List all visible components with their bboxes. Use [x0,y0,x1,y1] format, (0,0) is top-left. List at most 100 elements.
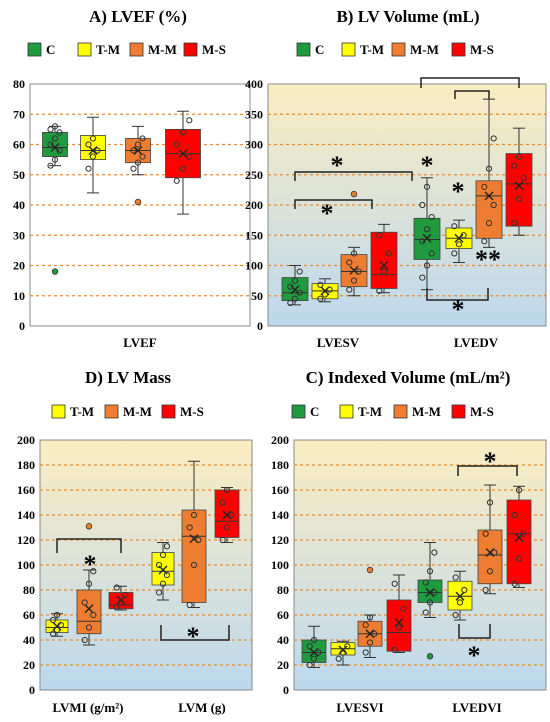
panel-b-significance-brackets [294,77,520,301]
y-tick-label: 50 [251,289,263,303]
box-m-m-lvmg [181,460,207,609]
box-iqr [475,180,503,239]
panel-c-boxes [301,484,532,669]
data-point [490,135,497,142]
mean-marker [425,588,435,597]
data-point [56,129,63,136]
box-m-m-lvmigm [76,523,102,646]
data-point [335,655,342,662]
box-m-s-lvedv [505,127,533,236]
box-iqr [42,131,68,157]
y-tick-label: 400 [245,77,263,91]
panel-b-boxes [281,98,533,307]
data-point [186,601,193,609]
y-tick-label: 350 [245,107,263,121]
y-tick-label: 50 [13,168,25,182]
data-point [366,614,374,621]
panel-b-legend: C T-M M-M M-S [296,42,494,57]
box-iqr [506,499,532,585]
legend-label-m-m: M-M [148,42,177,57]
bracket-b-4 [454,90,490,99]
data-point [321,291,329,298]
data-point [482,530,489,537]
panel-a: A) LVEF (%) C T-M M-M M-S 0 10 20 30 40 50 60 70 80… [13,7,251,350]
data-point [376,287,383,295]
data-point [173,141,180,148]
legend-swatch-m-m [391,42,406,57]
outlier-point [85,523,93,530]
panel-c: C) Indexed Volume (mL/m²) C T-M M-M M-S 0 20… [271,368,547,715]
panel-d-significance-brackets [56,538,230,641]
panel-d-y-ticks: 0 20 40 60 80 100 120 140 160 180 200 [17,433,35,697]
bracket-c-1 [457,465,518,476]
data-point [90,568,97,575]
legend-label-m-s: M-S [180,404,204,419]
data-point [134,141,142,148]
y-tick-label: 160 [271,483,289,497]
y-tick-label: 40 [23,633,35,647]
box-iqr [214,489,240,538]
panel-d-x-label-lvm: LVM (g) [178,700,226,715]
y-tick-label: 180 [17,458,35,472]
data-point [419,274,426,281]
data-point [291,277,299,284]
panel-d-title: D) LV Mass [85,368,171,387]
data-point [428,250,435,257]
mean-marker [365,629,375,639]
data-point [400,605,407,612]
data-point [520,530,527,537]
box-c-lvesv [281,265,309,307]
data-point [451,223,458,230]
data-point [395,624,403,631]
y-tick-label: 10 [13,289,25,303]
legend-swatch-m-m [104,404,119,419]
sig-star: * [452,295,465,324]
mean-marker [178,149,188,159]
panel-a-boxes [42,110,201,275]
legend-swatch-c [296,42,311,57]
data-point [366,639,374,646]
y-tick-label: 180 [271,458,289,472]
data-point [346,259,353,266]
mean-marker [394,618,404,627]
legend-label-m-s: M-S [470,404,494,419]
data-point [423,183,431,190]
mean-marker [189,534,199,544]
box-iqr [505,153,533,227]
mean-marker [309,648,319,657]
y-tick-label: 40 [13,198,25,212]
data-point [339,649,347,656]
panel-b-y-ticks: 0 50 100 150 200 250 300 350 400 [245,77,263,333]
data-point [511,220,518,227]
y-tick-label: 80 [13,77,25,91]
data-point [159,580,167,587]
panel-b: B) LV Volume (mL) C T-M M-M M-S 0 50 100 150 20… [245,7,547,350]
data-point [85,624,93,631]
legend-swatch-t-m [341,42,356,57]
legend-label-m-s: M-S [470,42,494,57]
data-point [296,289,303,296]
y-tick-label: 100 [271,558,289,572]
data-point [520,174,527,181]
panel-b-significance-markers: * * * * ** * [321,151,502,324]
mean-marker [84,604,94,614]
data-point [486,499,494,506]
y-tick-label: 100 [17,558,35,572]
data-point [186,117,193,124]
box-c-lvesvi [301,625,327,669]
y-tick-label: 120 [17,533,35,547]
legend-swatch-m-s [451,42,466,57]
mean-marker [88,146,98,156]
panel-d: D) LV Mass T-M M-M M-S 0 20 40 60 80 100 120 140 1… [17,368,253,715]
panel-d-legend: T-M M-M M-S [51,404,204,419]
box-t-m-lvesvi [330,640,356,666]
box-m-s-lvef [165,110,201,215]
legend-label-t-m: T-M [96,42,120,57]
data-point [179,165,187,172]
mean-marker [422,233,432,243]
box-m-s-lvesv [370,223,398,295]
data-point [186,153,193,160]
bracket-b-1 [294,199,373,209]
data-point [362,649,369,656]
legend-swatch-m-s [183,42,198,57]
